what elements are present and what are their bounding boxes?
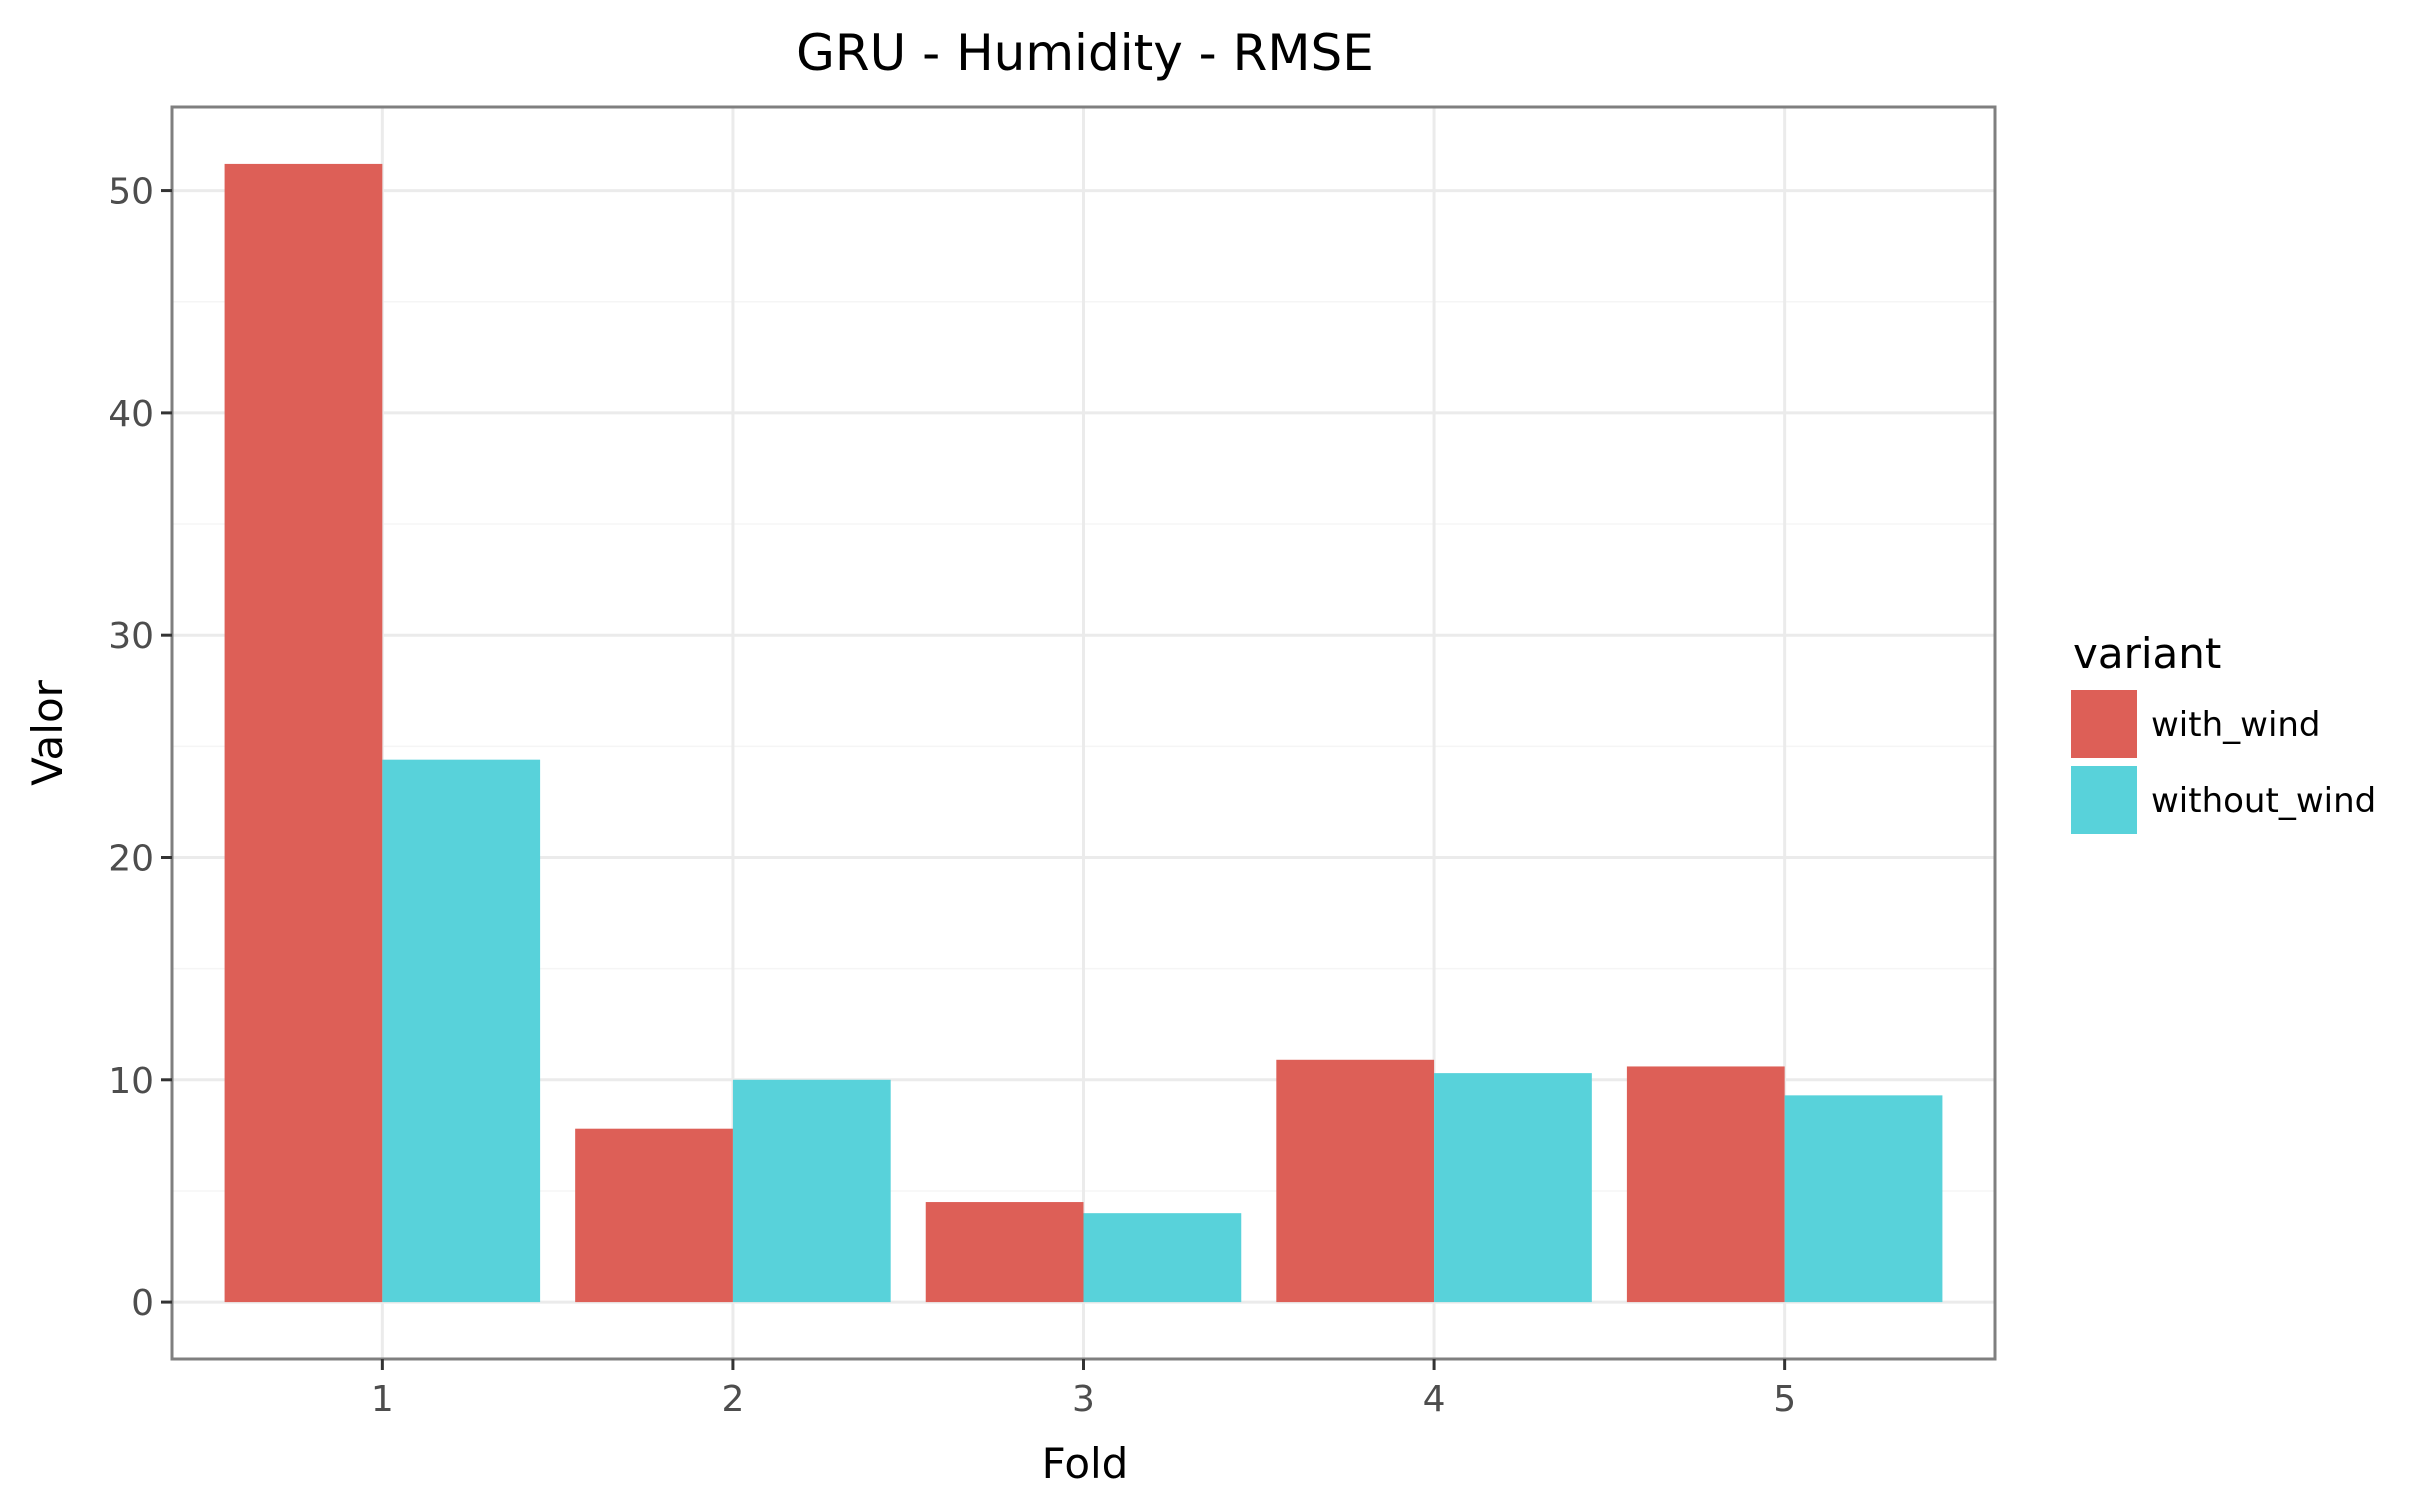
legend-label-with-wind: with_wind — [2151, 705, 2321, 745]
y-tick-label: 0 — [131, 1283, 154, 1324]
x-tick-label: 4 — [1423, 1379, 1446, 1420]
bar-with-wind-fold-2 — [575, 1128, 733, 1303]
bar-with-wind-fold-4 — [1276, 1059, 1435, 1303]
bar-with-wind-fold-3 — [925, 1202, 1084, 1303]
axis-layer: 0 10 20 30 40 50 1 2 3 4 5 — [108, 172, 1796, 1420]
y-axis-title: Valor — [23, 679, 72, 786]
x-tick-label: 1 — [371, 1379, 394, 1420]
y-tick-label: 20 — [108, 838, 154, 879]
bar-with-wind-fold-1 — [224, 163, 383, 1303]
y-tick-label: 50 — [108, 172, 154, 213]
bars-layer — [224, 163, 1943, 1303]
legend: variant with_wind without_wind — [2071, 629, 2376, 834]
x-tick-label: 5 — [1773, 1379, 1796, 1420]
bar-without-wind-fold-5 — [1784, 1095, 1943, 1303]
bar-with-wind-fold-5 — [1626, 1066, 1785, 1303]
chart-title: GRU - Humidity - RMSE — [796, 24, 1374, 82]
y-tick-label: 10 — [108, 1061, 154, 1102]
legend-label-without-wind: without_wind — [2151, 781, 2376, 821]
x-axis-title: Fold — [1042, 1439, 1129, 1488]
legend-key-with-wind — [2071, 690, 2137, 758]
bar-without-wind-fold-1 — [382, 759, 541, 1303]
bar-without-wind-fold-2 — [732, 1079, 891, 1303]
bar-without-wind-fold-4 — [1434, 1073, 1592, 1303]
x-tick-label: 2 — [721, 1379, 744, 1420]
legend-key-without-wind — [2071, 766, 2137, 834]
bar-without-wind-fold-3 — [1083, 1213, 1242, 1303]
x-tick-label: 3 — [1072, 1379, 1095, 1420]
y-tick-label: 30 — [108, 616, 154, 657]
legend-title: variant — [2073, 629, 2221, 678]
y-tick-label: 40 — [108, 394, 154, 435]
